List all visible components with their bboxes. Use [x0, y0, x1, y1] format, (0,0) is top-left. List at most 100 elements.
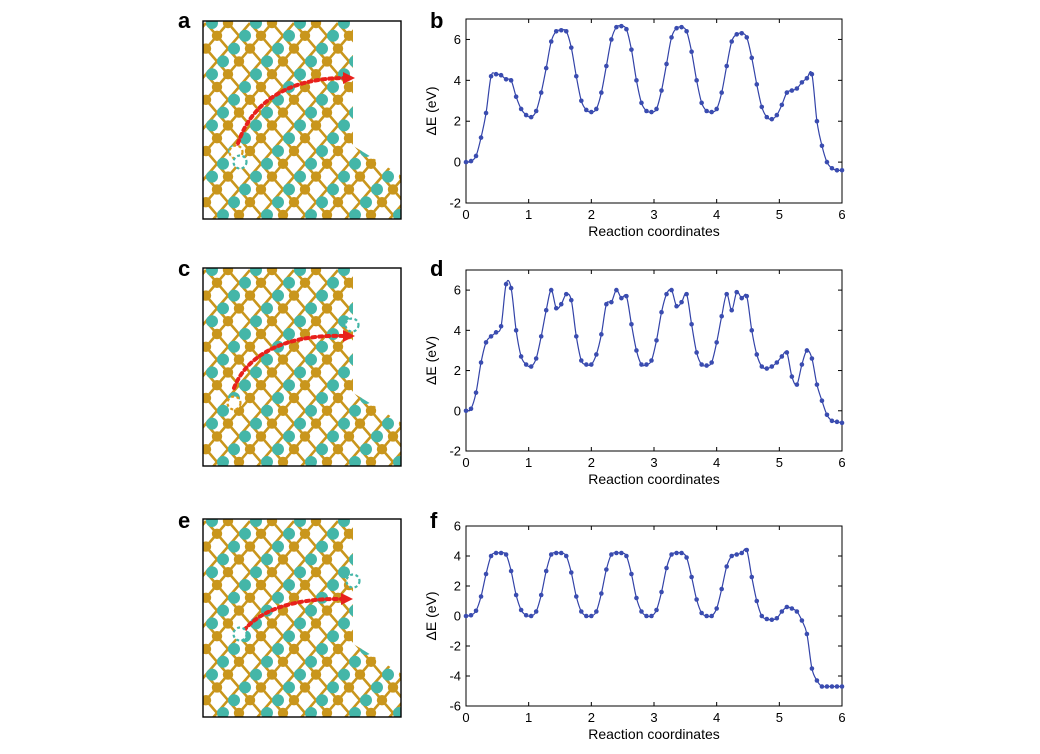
mo-atom — [382, 315, 394, 328]
mo-atom — [305, 553, 317, 566]
data-point — [548, 552, 554, 557]
structure-panel-a — [202, 20, 426, 241]
bond — [203, 371, 207, 387]
y-tick-label: 6 — [454, 283, 461, 298]
bond — [381, 584, 394, 599]
mo-atom — [294, 119, 306, 132]
mo-atom — [239, 681, 251, 694]
bond — [392, 584, 401, 599]
data-point — [689, 49, 694, 55]
mo-atom — [294, 268, 306, 276]
s-atom — [299, 277, 311, 288]
data-point — [488, 73, 494, 79]
s-atom — [410, 56, 420, 66]
mo-atom — [393, 553, 401, 566]
mo-atom — [228, 643, 240, 655]
mo-atom — [349, 707, 361, 717]
data-point — [568, 45, 574, 50]
data-point — [719, 586, 724, 592]
panel-label-b: b — [430, 8, 443, 33]
s-atom — [310, 367, 322, 378]
s-atom — [277, 656, 289, 667]
mo-atom — [206, 469, 218, 481]
bond — [404, 372, 415, 385]
bond — [283, 228, 294, 241]
bond — [370, 358, 383, 374]
bond — [272, 475, 283, 488]
bond — [392, 73, 401, 88]
mo-atom — [217, 106, 229, 119]
bond — [370, 558, 383, 574]
data-point — [739, 550, 745, 556]
s-atom — [410, 406, 420, 416]
bond — [337, 461, 350, 466]
bond — [293, 214, 306, 219]
s-atom — [244, 695, 256, 706]
mo-atom — [217, 655, 229, 668]
bond — [415, 164, 426, 177]
mo-atom — [294, 315, 306, 328]
s-atom — [321, 158, 333, 169]
s-atom — [288, 541, 300, 552]
data-point — [518, 607, 524, 613]
bond — [294, 726, 305, 739]
data-point — [498, 550, 504, 556]
bond — [404, 321, 415, 334]
mo-atom — [316, 289, 328, 302]
bond — [203, 124, 207, 140]
data-point — [528, 114, 534, 120]
x-tick-label: 5 — [776, 207, 783, 222]
s-atom — [310, 567, 322, 578]
mo-atom — [272, 42, 284, 55]
data-point — [734, 32, 740, 37]
s-atom — [354, 618, 366, 629]
mo-atom — [294, 668, 306, 681]
x-axis-label: Reaction coordinates — [588, 223, 720, 239]
data-point — [704, 108, 709, 114]
s-atom — [399, 721, 409, 731]
bond — [381, 622, 394, 638]
s-atom — [376, 94, 388, 106]
data-point — [573, 594, 579, 599]
s-atom — [255, 133, 267, 144]
y-tick-label: -6 — [449, 699, 461, 714]
mo-atom — [272, 145, 284, 157]
s-atom — [211, 81, 223, 93]
bond — [392, 86, 401, 101]
mo-atom — [261, 553, 273, 566]
s-atom — [387, 328, 399, 340]
mo-atom — [327, 527, 339, 540]
plot-frame — [465, 525, 843, 707]
bond — [404, 334, 415, 347]
mo-atom — [217, 157, 229, 170]
data-point — [829, 165, 835, 171]
mo-atom — [228, 540, 240, 553]
bond — [370, 307, 383, 323]
bond — [404, 202, 415, 215]
mo-atom — [206, 222, 218, 234]
bond — [203, 520, 207, 535]
bond — [381, 294, 394, 310]
mo-atom — [327, 81, 339, 93]
s-atom — [211, 328, 223, 340]
s-atom — [266, 618, 278, 629]
x-tick-label: 0 — [462, 455, 469, 470]
bond — [381, 648, 394, 663]
bond — [404, 585, 415, 598]
mo-atom — [404, 290, 416, 302]
s-atom — [310, 316, 322, 327]
vacancy-marker — [345, 573, 361, 589]
x-tick-label: 0 — [462, 207, 469, 222]
bond — [415, 138, 426, 151]
data-point — [543, 568, 549, 574]
bond — [404, 87, 415, 100]
data-point — [639, 362, 644, 367]
s-atom — [310, 618, 322, 629]
bond — [293, 461, 306, 466]
bond — [415, 283, 426, 296]
mo-atom — [206, 68, 218, 81]
bond — [327, 475, 338, 488]
data-point — [568, 297, 574, 303]
mo-atom — [250, 268, 262, 276]
bond — [337, 214, 350, 219]
